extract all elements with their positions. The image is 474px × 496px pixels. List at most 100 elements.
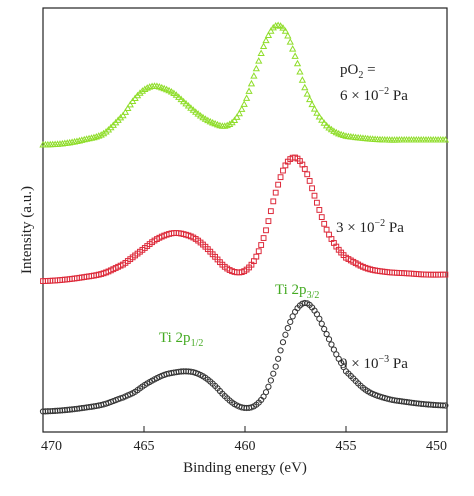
series-layer (39, 21, 450, 415)
data-point (275, 181, 282, 188)
x-ticks: 470 465 460 455 450 (41, 426, 448, 454)
peak-label-ti-2p12: Ti 2p1/2 (159, 330, 203, 349)
data-point (323, 226, 330, 233)
data-point (286, 38, 294, 45)
data-point (75, 136, 84, 144)
x-tick-label: 465 (134, 439, 155, 454)
data-point (267, 27, 275, 34)
data-point (305, 95, 314, 103)
annotation-3e-2: 3 × 10−2 Pa (336, 218, 404, 236)
data-point (279, 24, 287, 31)
data-point (238, 105, 246, 112)
data-point (289, 313, 296, 320)
data-point (322, 121, 331, 129)
data-point (255, 248, 262, 255)
data-point (284, 31, 292, 39)
data-point (99, 129, 108, 137)
data-point (310, 105, 319, 112)
data-point (309, 185, 315, 192)
data-point (316, 207, 323, 213)
data-point (146, 83, 154, 90)
data-point (323, 330, 330, 338)
data-point (267, 208, 274, 215)
x-tick-label: 470 (41, 439, 62, 454)
data-point (250, 72, 258, 79)
x-axis-label: Binding energy (eV) (183, 460, 307, 476)
data-point (315, 112, 323, 120)
data-point (321, 325, 328, 333)
data-point (301, 83, 309, 91)
data-point (187, 104, 195, 111)
data-point (318, 214, 325, 221)
data-point (318, 320, 325, 327)
series-2 (40, 154, 449, 285)
data-point (143, 84, 151, 91)
data-point (247, 79, 256, 87)
data-point (276, 22, 285, 29)
data-point (325, 336, 333, 343)
data-point (281, 27, 290, 34)
peak-label-ti-2p32: Ti 2p3/2 (275, 282, 319, 301)
data-point (270, 198, 277, 205)
data-point (280, 167, 286, 174)
data-point (313, 109, 321, 116)
data-point (258, 242, 265, 248)
data-point (172, 91, 180, 98)
data-point (240, 100, 248, 107)
data-point (90, 133, 98, 141)
data-point (439, 402, 447, 409)
x-tick-label: 460 (235, 439, 256, 454)
data-point (304, 171, 311, 178)
data-point (92, 133, 100, 140)
data-point (259, 42, 268, 50)
data-point (124, 104, 132, 111)
data-point (291, 52, 299, 59)
series-3 (39, 21, 450, 148)
data-point (95, 132, 103, 139)
data-point (265, 383, 272, 390)
data-point (194, 110, 202, 117)
data-point (192, 108, 200, 115)
data-point (264, 31, 273, 39)
data-point (263, 227, 269, 234)
data-point (253, 253, 260, 260)
data-point (260, 235, 267, 241)
data-point (138, 87, 147, 94)
data-point (328, 341, 335, 348)
data-point (267, 377, 274, 384)
data-point (182, 99, 190, 107)
data-point (233, 113, 241, 120)
data-point (441, 135, 450, 143)
y-axis-label: Intensity (a.u.) (19, 186, 35, 274)
data-point (177, 95, 185, 103)
annotation-9e-3: 9 × 10−3 Pa (340, 354, 408, 372)
data-point (277, 174, 284, 181)
data-point (325, 123, 333, 131)
data-point (314, 199, 320, 206)
data-point (235, 109, 243, 117)
data-point (287, 318, 294, 325)
data-point (87, 134, 96, 141)
data-point (221, 122, 229, 129)
data-point (184, 102, 193, 109)
data-point (289, 45, 297, 52)
data-point (141, 85, 149, 92)
data-point (255, 57, 263, 64)
annotation-po2-label: pO2 = (340, 62, 376, 81)
data-point (318, 116, 326, 123)
series-1 (39, 299, 449, 415)
data-point (284, 325, 291, 332)
data-point (320, 119, 328, 126)
data-point (78, 136, 86, 143)
data-point (262, 389, 270, 396)
data-point (301, 166, 308, 172)
data-point (279, 339, 287, 346)
data-point (175, 93, 183, 100)
data-point (316, 315, 323, 322)
data-point (442, 271, 449, 278)
data-point (252, 64, 260, 72)
data-point (303, 90, 311, 97)
data-point (296, 67, 304, 75)
data-point (73, 137, 81, 144)
data-point (230, 116, 239, 123)
